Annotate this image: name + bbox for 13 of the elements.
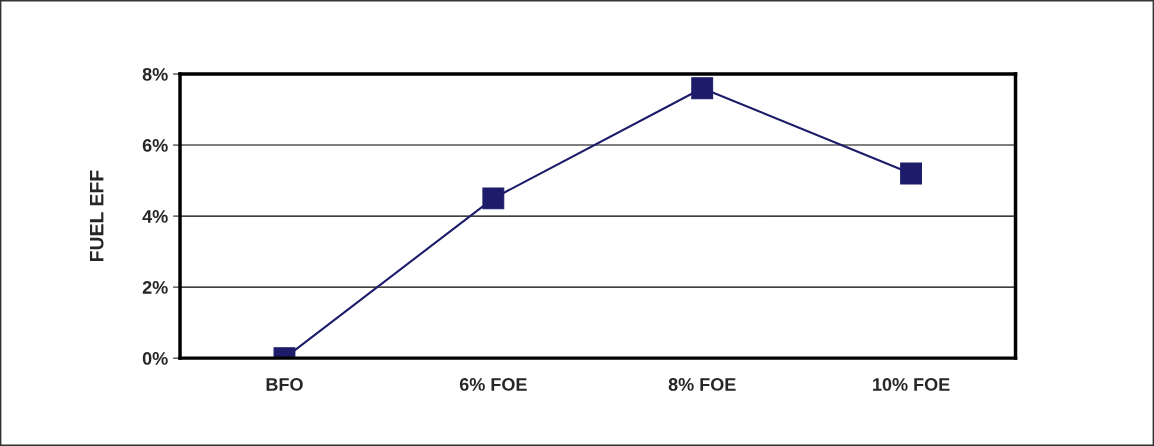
y-axis-title: FUEL EFF: [89, 170, 104, 262]
point: [900, 162, 923, 185]
y-tick-label: 8%: [142, 67, 168, 81]
point: [482, 187, 505, 210]
x-tick-label: BFO: [266, 378, 303, 391]
y-tick-label: 4%: [142, 210, 168, 223]
y-tick-label: 2%: [142, 281, 168, 294]
x-tick-label: 10% FOE: [873, 378, 950, 391]
y-tick-label: 6%: [142, 139, 168, 152]
point: [691, 77, 714, 100]
x-tick-label: 6% FOE: [459, 378, 527, 391]
x-tick-label: 8% FOE: [668, 378, 736, 391]
y-tick-label: 0%: [142, 352, 168, 365]
